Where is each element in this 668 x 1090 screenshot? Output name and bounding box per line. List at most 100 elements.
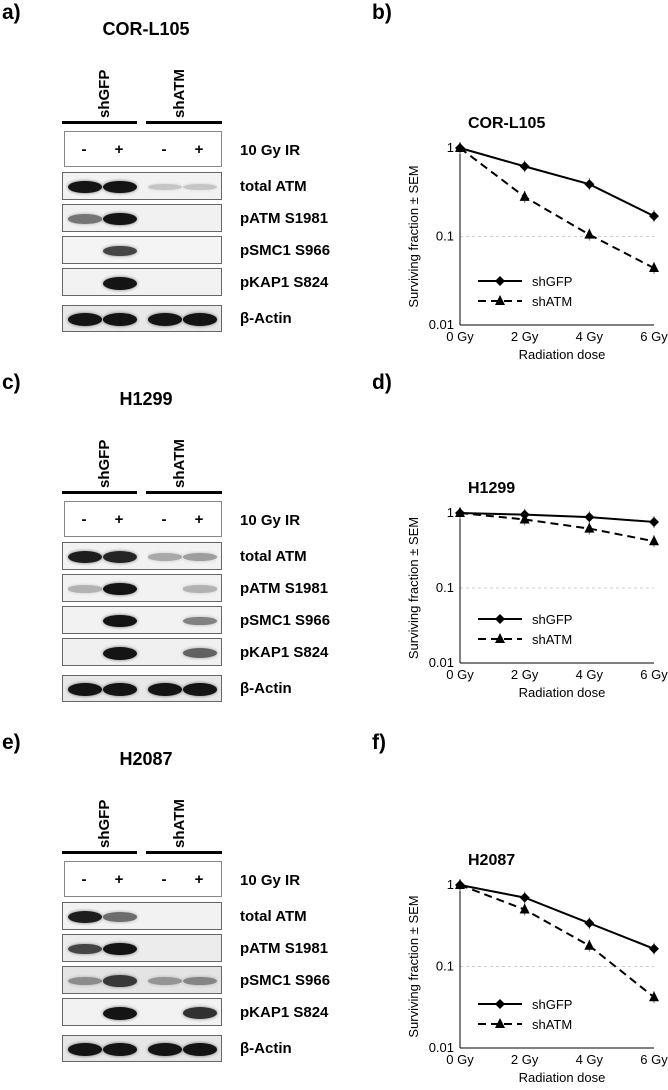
x-tick-label: 0 Gy xyxy=(446,667,474,682)
blot-label: pKAP1 S824 xyxy=(240,1003,329,1021)
series-line-shATM xyxy=(459,147,655,269)
western-blot xyxy=(62,172,222,200)
blot-band xyxy=(103,646,137,660)
blot-band xyxy=(103,313,137,326)
data-point-diamond xyxy=(519,892,530,903)
western-blot xyxy=(62,606,222,634)
data-point-diamond xyxy=(584,918,595,929)
blot-label: pATM S1981 xyxy=(240,939,329,957)
ir-sign: - xyxy=(81,871,87,888)
condition-label: shGFP xyxy=(96,799,113,848)
blot-band xyxy=(68,683,102,696)
ir-box xyxy=(64,861,222,897)
x-tick-label: 4 Gy xyxy=(576,329,604,344)
blot-band xyxy=(103,245,137,257)
blot-label: pKAP1 S824 xyxy=(240,273,329,291)
ir-sign: + xyxy=(114,871,124,888)
blot-label: total ATM xyxy=(240,907,307,925)
western-blot xyxy=(62,236,222,264)
blot-band xyxy=(68,313,102,326)
condition-underline xyxy=(62,121,137,124)
blot-label: pSMC1 S966 xyxy=(240,971,331,989)
y-tick-label: 1 xyxy=(447,505,454,520)
legend-marker-triangle xyxy=(495,1018,505,1028)
ir-sign: + xyxy=(194,871,204,888)
blot-band xyxy=(183,553,217,561)
legend-label: shGFP xyxy=(532,997,572,1012)
data-point-triangle xyxy=(455,507,465,517)
y-tick-label: 0.01 xyxy=(429,655,454,670)
blot-band xyxy=(103,683,137,696)
blot-band xyxy=(183,683,217,696)
blot-band xyxy=(183,616,217,626)
blot-band xyxy=(68,1043,102,1056)
blot-band xyxy=(183,648,217,658)
y-tick-label: 1 xyxy=(447,877,454,892)
data-point-diamond xyxy=(584,179,595,190)
y-axis-label: Surviving fraction ± SEM xyxy=(406,165,421,307)
blot-band xyxy=(103,912,137,922)
legend-label: shATM xyxy=(532,294,572,309)
x-tick-label: 2 Gy xyxy=(511,1052,539,1067)
y-tick-label: 0.01 xyxy=(429,1040,454,1055)
blot-band xyxy=(68,976,102,986)
data-point-triangle xyxy=(455,879,465,889)
ir-box xyxy=(64,131,222,167)
blot-band xyxy=(183,1043,217,1056)
blot-label: pATM S1981 xyxy=(240,209,329,227)
x-axis-label: Radiation dose xyxy=(519,347,606,362)
blot-band xyxy=(68,943,102,955)
western-blot xyxy=(62,966,222,994)
blot-band xyxy=(68,180,102,194)
chart-panel-letter: f) xyxy=(372,731,386,754)
ir-label: 10 Gy IR xyxy=(240,142,301,159)
chart-title: H2087 xyxy=(468,852,515,869)
series-line-shATM xyxy=(459,884,655,998)
ir-sign: - xyxy=(161,511,167,528)
series-line-shATM xyxy=(459,512,655,543)
panel-letter: e) xyxy=(2,731,21,754)
legend-label: shGFP xyxy=(532,612,572,627)
survival-chart: 1 0.1 0.010 Gy 2 Gy 4 Gy 6 Gy COR-L105 Radiatio… xyxy=(406,115,668,362)
blot-band xyxy=(148,183,182,191)
y-tick-label: 0.01 xyxy=(429,317,454,332)
blot-band xyxy=(68,550,102,564)
blot-band xyxy=(103,942,137,956)
condition-label: shATM xyxy=(171,799,188,848)
western-blot xyxy=(62,1035,222,1062)
blot-band xyxy=(148,553,182,561)
blot-band xyxy=(103,276,137,290)
blot-label: β-Actin xyxy=(240,310,292,327)
legend-marker-diamond xyxy=(495,614,505,624)
blot-band xyxy=(183,1007,217,1019)
x-tick-label: 0 Gy xyxy=(446,329,474,344)
data-point-triangle xyxy=(519,903,530,914)
western-blot xyxy=(62,305,222,332)
condition-underline xyxy=(62,491,137,494)
blot-label: pSMC1 S966 xyxy=(240,611,331,629)
condition-underline xyxy=(146,121,222,124)
ir-label: 10 Gy IR xyxy=(240,512,301,529)
x-tick-label: 0 Gy xyxy=(446,1052,474,1067)
legend-marker-triangle xyxy=(495,295,505,305)
data-point-diamond xyxy=(649,211,659,222)
blot-band xyxy=(103,1043,137,1056)
data-point-diamond xyxy=(519,161,530,172)
condition-label: shATM xyxy=(171,439,188,488)
blot-band xyxy=(103,582,137,596)
ir-sign: - xyxy=(161,141,167,158)
blot-label: β-Actin xyxy=(240,680,292,697)
blot-band xyxy=(103,212,137,226)
series-line-shGFP xyxy=(459,147,655,218)
ir-sign: + xyxy=(194,141,204,158)
condition-underline xyxy=(146,491,222,494)
ir-sign: - xyxy=(161,871,167,888)
blot-band xyxy=(103,1006,137,1020)
data-point-triangle xyxy=(584,939,595,950)
cell-line-title: H2087 xyxy=(119,749,173,769)
blot-label: pKAP1 S824 xyxy=(240,643,329,661)
ir-box xyxy=(64,501,222,537)
blot-band xyxy=(103,975,137,987)
ir-label: 10 Gy IR xyxy=(240,872,301,889)
